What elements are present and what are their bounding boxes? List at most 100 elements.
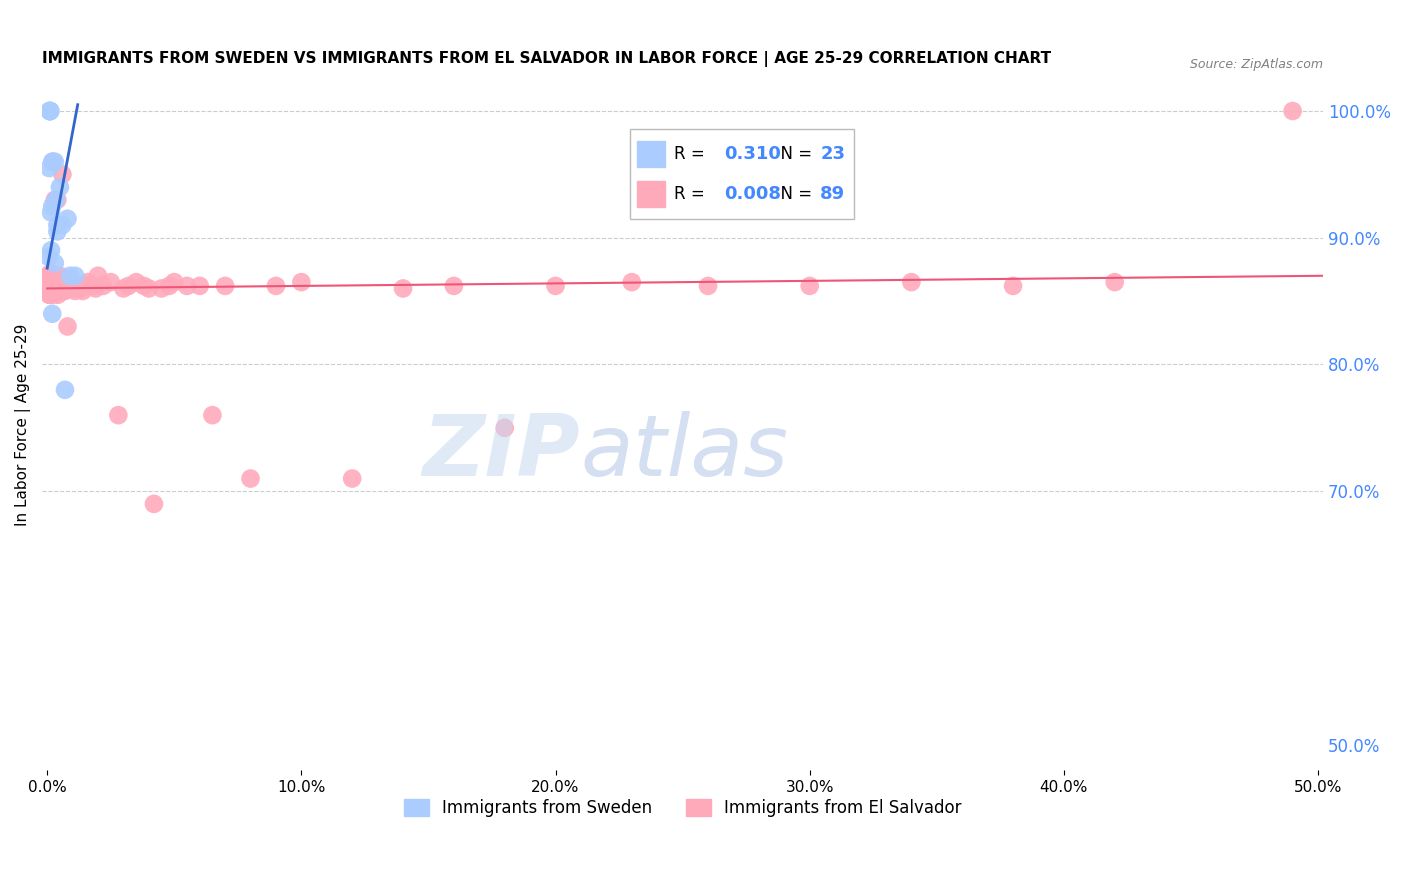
Point <box>59 275 82 289</box>
FancyBboxPatch shape <box>637 181 665 207</box>
Point <box>38 284 60 298</box>
Point <box>544 279 567 293</box>
Point <box>41 154 63 169</box>
Point <box>44 154 66 169</box>
Text: ZIP: ZIP <box>423 411 581 494</box>
Point <box>290 275 312 289</box>
Point <box>44 268 66 283</box>
Point <box>1104 275 1126 289</box>
Point <box>150 281 173 295</box>
Point <box>51 284 73 298</box>
Point <box>163 275 186 289</box>
Point <box>46 287 69 301</box>
Point <box>46 281 69 295</box>
Point <box>142 497 165 511</box>
Point <box>39 205 62 219</box>
Point <box>63 268 86 283</box>
Point <box>53 281 76 295</box>
Y-axis label: In Labor Force | Age 25-29: In Labor Force | Age 25-29 <box>15 324 31 526</box>
Point <box>56 279 79 293</box>
Point <box>49 284 72 298</box>
Text: IMMIGRANTS FROM SWEDEN VS IMMIGRANTS FROM EL SALVADOR IN LABOR FORCE | AGE 25-29: IMMIGRANTS FROM SWEDEN VS IMMIGRANTS FRO… <box>42 51 1052 67</box>
Point <box>41 287 63 301</box>
Point <box>176 279 198 293</box>
Text: R =: R = <box>673 145 716 162</box>
Point <box>39 287 62 301</box>
Point <box>45 193 67 207</box>
Point <box>72 284 94 298</box>
Point <box>39 279 62 293</box>
Point <box>82 279 104 293</box>
Point <box>41 281 63 295</box>
Point <box>620 275 643 289</box>
Point <box>37 284 59 298</box>
Point <box>56 319 79 334</box>
Point <box>38 268 60 283</box>
Point <box>37 279 59 293</box>
Point <box>138 281 160 295</box>
Point <box>51 218 73 232</box>
Point <box>63 284 86 298</box>
Point <box>44 279 66 293</box>
Point <box>112 281 135 295</box>
Point <box>39 103 62 118</box>
Point <box>39 275 62 289</box>
Point <box>38 103 60 118</box>
Point <box>45 284 67 298</box>
Point <box>42 275 65 289</box>
Point <box>214 279 236 293</box>
Point <box>239 471 262 485</box>
Point <box>41 199 63 213</box>
Point <box>44 279 66 293</box>
Point <box>392 281 415 295</box>
Point <box>132 279 155 293</box>
Point <box>87 268 110 283</box>
Point <box>49 279 72 293</box>
Point <box>38 287 60 301</box>
Point <box>46 218 69 232</box>
Point <box>49 180 72 194</box>
Point <box>443 279 465 293</box>
Point <box>46 275 69 289</box>
Point <box>53 383 76 397</box>
Point <box>41 284 63 298</box>
Point <box>46 224 69 238</box>
Point <box>107 408 129 422</box>
Point <box>49 268 72 283</box>
Point <box>340 471 363 485</box>
Legend: Immigrants from Sweden, Immigrants from El Salvador: Immigrants from Sweden, Immigrants from … <box>396 792 969 824</box>
Text: Source: ZipAtlas.com: Source: ZipAtlas.com <box>1189 58 1323 71</box>
Text: 0.008: 0.008 <box>724 186 782 203</box>
Point <box>48 275 70 289</box>
Point <box>69 281 91 295</box>
Point <box>697 279 720 293</box>
Point <box>37 250 59 264</box>
Text: 89: 89 <box>820 186 845 203</box>
Point <box>38 161 60 175</box>
Point <box>42 154 65 169</box>
Point <box>37 268 59 283</box>
Point <box>76 275 98 289</box>
Point <box>41 281 63 295</box>
Point <box>42 284 65 298</box>
Point <box>201 408 224 422</box>
Point <box>39 284 62 298</box>
Point <box>125 275 148 289</box>
Point <box>188 279 211 293</box>
Point <box>44 193 66 207</box>
Point <box>44 281 66 295</box>
Point <box>44 275 66 289</box>
Point <box>264 279 287 293</box>
Point <box>38 281 60 295</box>
Point <box>39 244 62 258</box>
Point <box>39 271 62 285</box>
Point <box>51 275 73 289</box>
FancyBboxPatch shape <box>630 128 855 219</box>
Point <box>38 103 60 118</box>
Text: N =: N = <box>770 186 817 203</box>
Point <box>38 279 60 293</box>
Point <box>46 193 69 207</box>
FancyBboxPatch shape <box>637 141 665 167</box>
Point <box>62 281 84 295</box>
Point <box>41 307 63 321</box>
